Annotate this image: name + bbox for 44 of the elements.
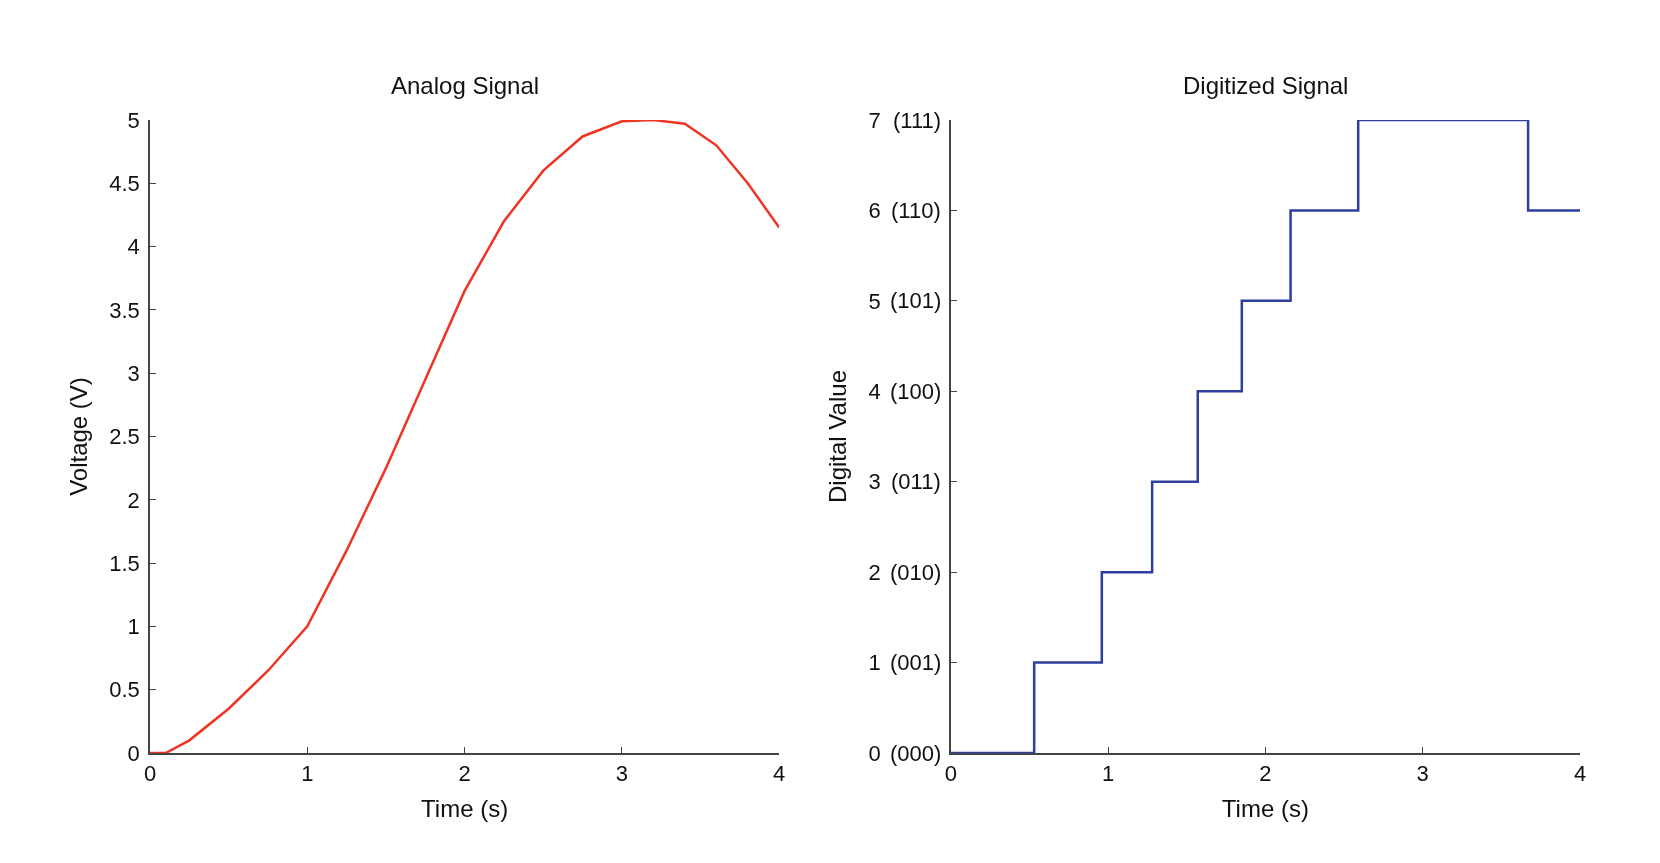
y-tick-label: 1 [868,650,881,676]
y-tick-label: 4.5 [109,171,140,196]
x-tick-label: 4 [1573,761,1587,787]
text: (001) [890,650,942,675]
x-tick-label: 3 [615,761,629,787]
x-tick-label: 0 [143,761,157,787]
y-tick-label: 5 [127,107,140,133]
y-tick-label: 2 [127,487,140,513]
y-tick-label: 0 [868,740,881,766]
line-series [150,120,780,753]
y-tick-label: 0.5 [109,677,140,703]
text: (111) [893,108,942,133]
y-tick-label: 6 [868,198,881,224]
text: (100) [890,379,942,404]
x-tick-label: 1 [1101,761,1115,787]
x-tick-label: 0 [944,761,957,787]
y-tick-label: 4 [868,378,881,404]
y-tick-label: 2 [868,559,881,585]
x-axis-title: Time (s) [1221,794,1309,822]
y-axis-title: Voltage (V) [64,377,92,496]
y-tick-label: 4 [127,234,140,260]
x-tick-label: 1 [301,761,314,787]
y-tick-label: 3 [127,360,140,386]
text: (101) [890,288,942,313]
text: (011) [891,469,941,494]
x-tick-label: 2 [1259,761,1272,787]
x-tick-label: 2 [458,761,471,787]
y-tick-label: 5 [868,288,881,314]
chart-title: Analog Signal [391,72,540,99]
y-tick-label: 0 [127,740,140,766]
x-axis-title: Time (s) [421,794,509,822]
text: (110) [891,198,941,223]
text: (000) [890,741,942,766]
y-tick-label: 2.5 [109,424,140,450]
y-tick-label: 3 [868,469,881,495]
x-tick-label: 4 [773,761,786,787]
y-tick-label: 1.5 [109,550,140,576]
y-tick-label: 3.5 [109,297,140,323]
chart-title: Digitized Signal [1183,72,1349,99]
y-tick-label: 7 [868,107,881,133]
x-tick-label: 3 [1416,761,1429,787]
y-axis-title: Digital Value [824,370,851,503]
text: (010) [890,560,942,585]
y-tick-label: 1 [127,614,140,640]
